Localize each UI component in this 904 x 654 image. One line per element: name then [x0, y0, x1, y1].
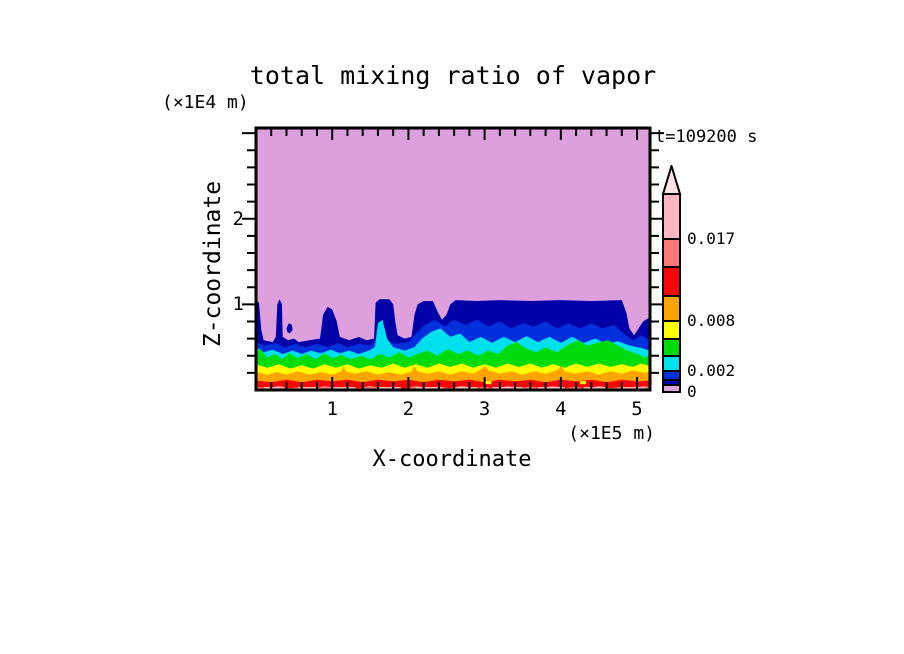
contour-speck: [579, 381, 586, 385]
colorbar-segment-0: [662, 193, 681, 240]
x-tick-label-4: 4: [555, 398, 567, 420]
contour-plot-area: [242, 126, 664, 392]
plot-frame: [254, 126, 652, 392]
x-tick-label-3: 3: [478, 398, 491, 420]
contour-speck: [485, 381, 492, 385]
x-axis-unit-label: (×1E5 m): [568, 423, 655, 444]
colorbar-segment-3: [662, 295, 681, 322]
colorbar-level-label-0: 0: [687, 382, 697, 401]
z-axis-title: Z-coordinate: [200, 180, 226, 348]
colorbar-level-label-0.017: 0.017: [687, 229, 736, 248]
time-annotation: t=109200 s: [655, 127, 758, 147]
colorbar-segment-5: [662, 338, 681, 357]
x-tick-label-1: 1: [326, 398, 338, 420]
colorbar-segment-7: [662, 370, 681, 381]
colorbar-level-label-0.002: 0.002: [687, 361, 736, 380]
colorbar-segment-1: [662, 238, 681, 268]
colorbar-level-label-0.008: 0.008: [687, 311, 736, 330]
colorbar-segment-2: [662, 266, 681, 297]
contour-plume-navy-blob: [286, 323, 293, 334]
colorbar-segment-6: [662, 355, 681, 372]
colorbar-segment-4: [662, 320, 681, 340]
colorbar-segment-9: [662, 384, 681, 393]
x-axis-title: X-coordinate: [372, 447, 532, 472]
x-tick-label-5: 5: [631, 398, 643, 420]
z-tick-label-2: 2: [232, 207, 244, 230]
page-title: total mixing ratio of vapor: [249, 61, 657, 90]
colorbar: [661, 165, 682, 393]
z-tick-label-1: 1: [232, 293, 244, 316]
colorbar-tip-arrow: [661, 165, 682, 195]
z-axis-unit-label: (×1E4 m): [162, 92, 249, 113]
x-tick-label-2: 2: [402, 398, 415, 420]
